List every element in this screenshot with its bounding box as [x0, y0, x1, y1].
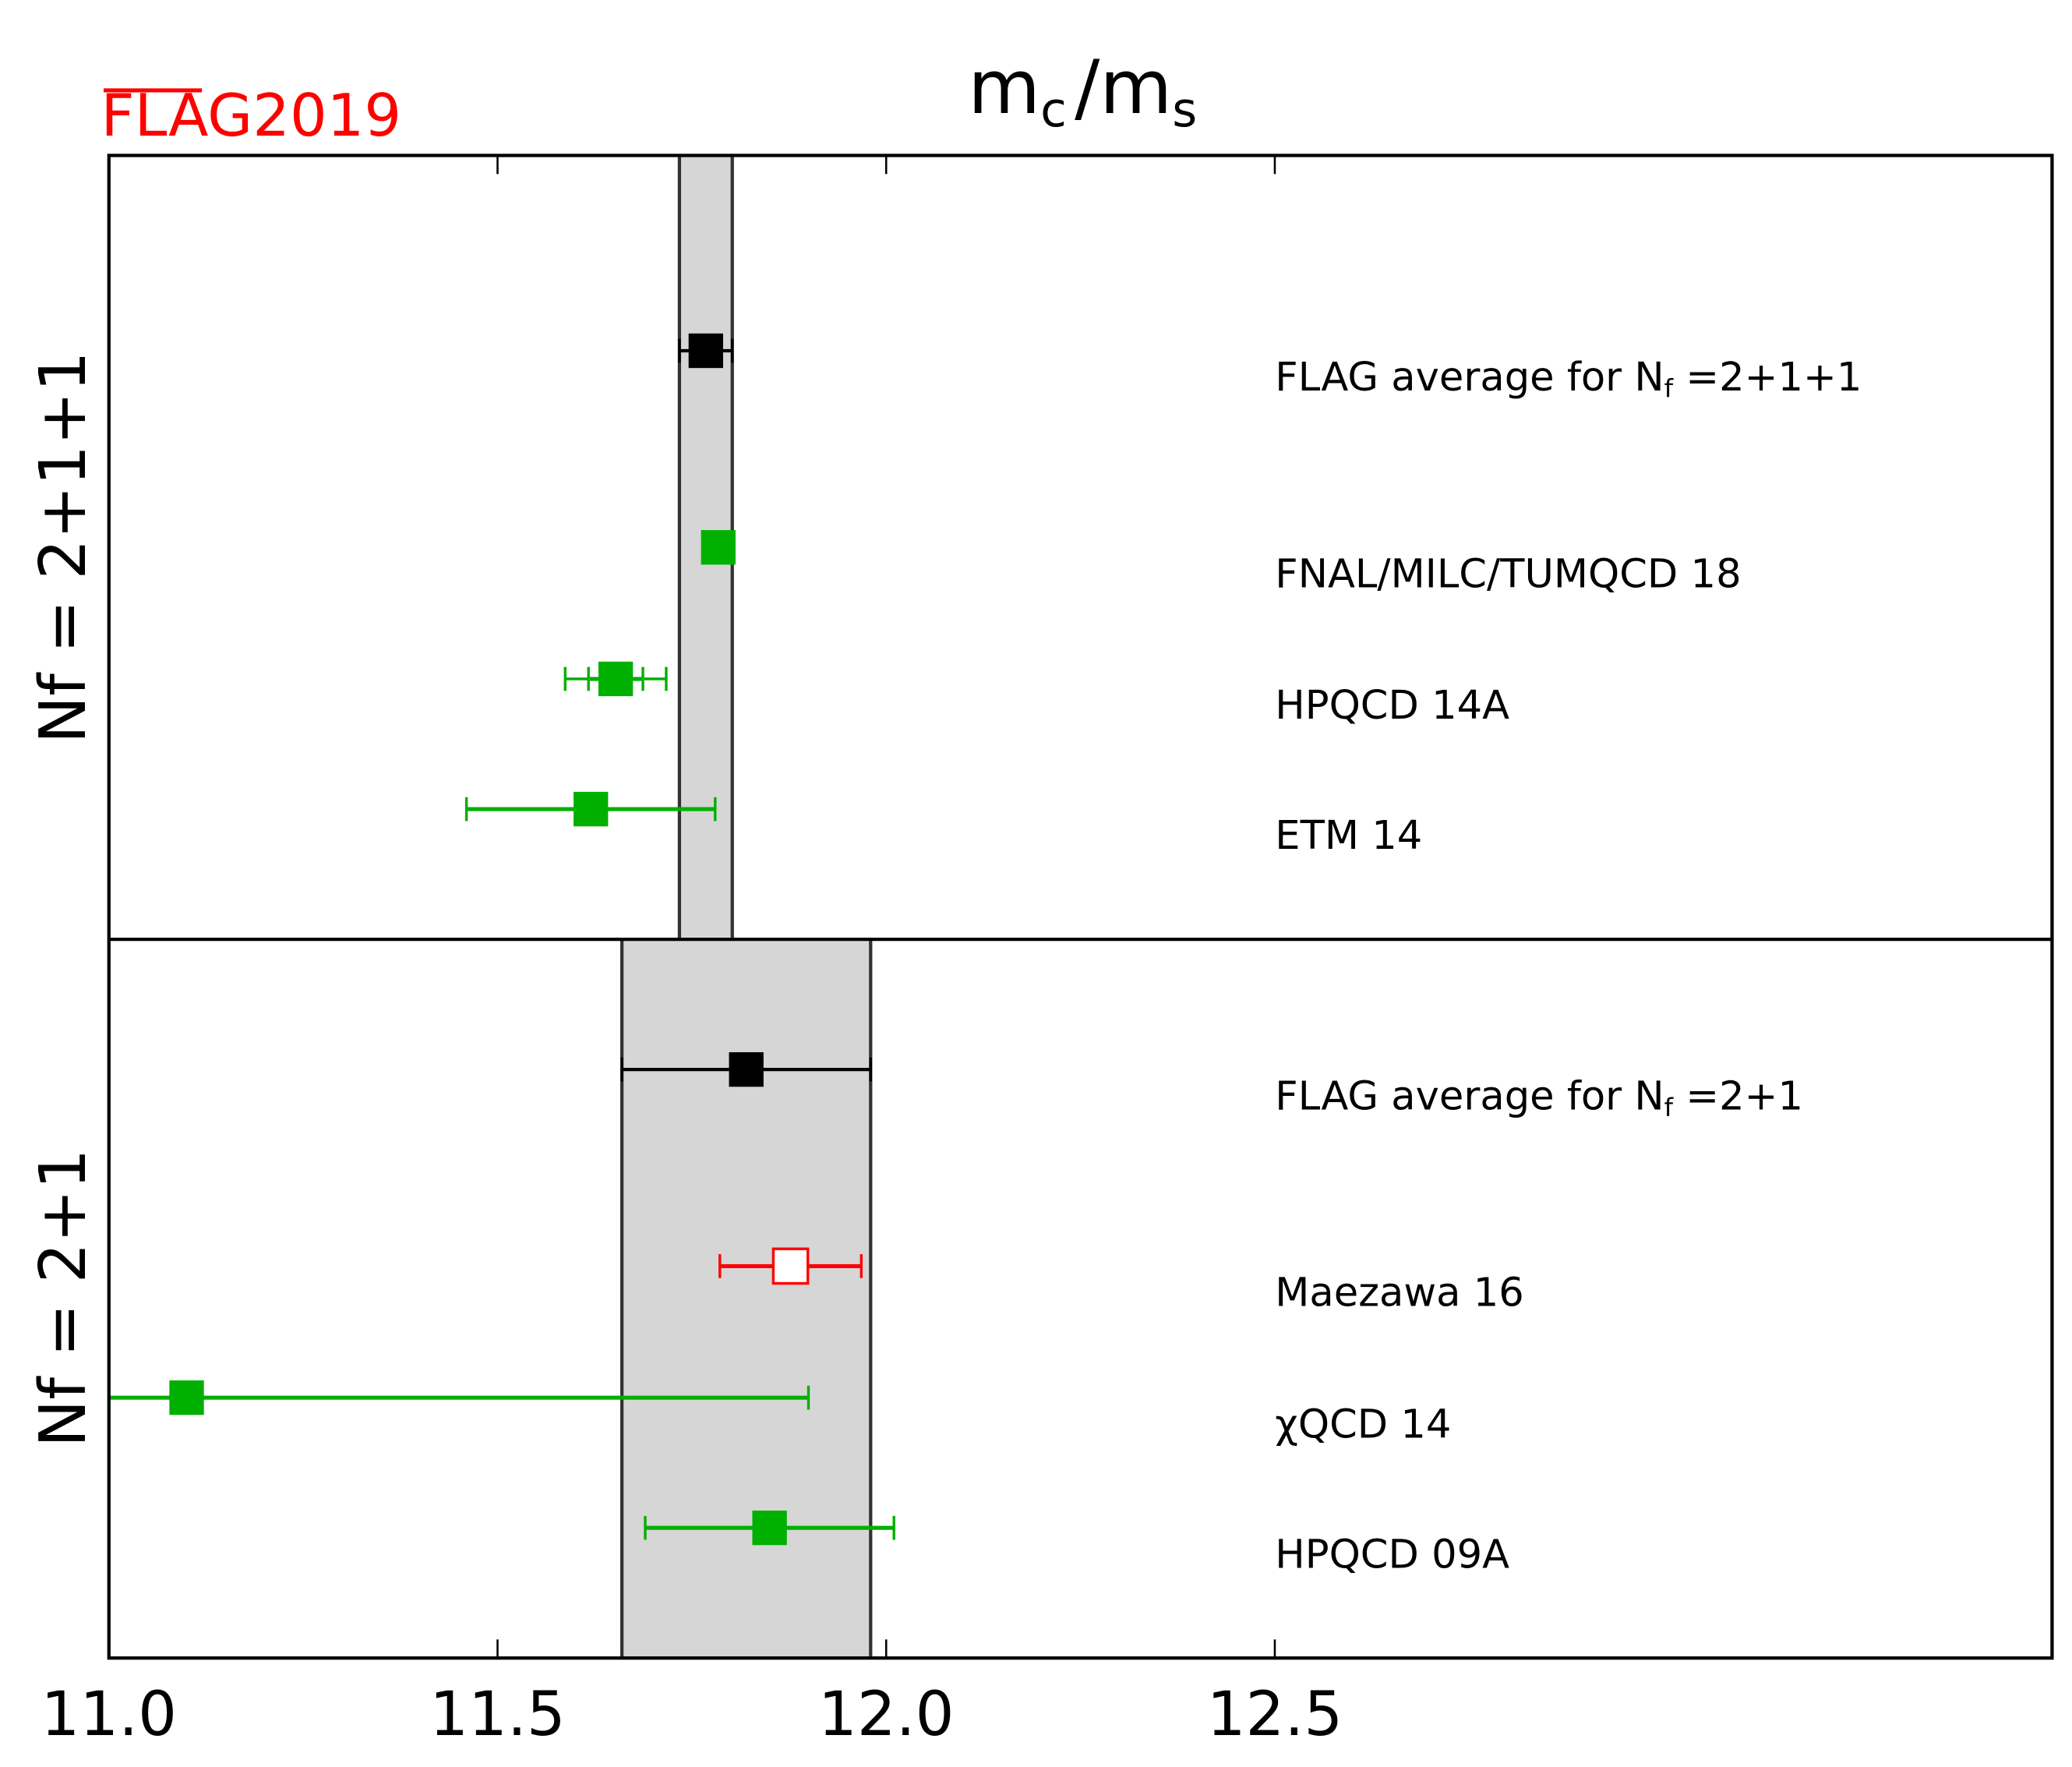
- data-point-group: χQCD 14: [108, 1380, 1451, 1447]
- label-sub: f: [1664, 1093, 1675, 1122]
- data-point-group: FLAG average for Nf =2+1: [620, 1051, 1803, 1122]
- data-point-group: ETM 14: [464, 791, 1422, 859]
- label-pre: FLAG average for N: [1275, 355, 1664, 401]
- entry-label: HPQCD 09A: [1275, 1532, 1509, 1578]
- data-point-marker: [598, 661, 634, 697]
- data-point-marker: [169, 1380, 204, 1415]
- data-point-group: HPQCD 14A: [563, 661, 1509, 729]
- chart-title: mc/ms: [968, 44, 1197, 138]
- label-post: =2+1+1: [1673, 355, 1862, 401]
- data-point-marker: [771, 1247, 810, 1285]
- data-point-group: Maezawa 16: [718, 1247, 1524, 1316]
- entry-label: FLAG average for Nf =2+1+1: [1275, 355, 1862, 404]
- panel-ylabel-nf3: Nf = 2+1: [26, 1149, 101, 1447]
- flag-logo: FLAG2019: [101, 81, 402, 150]
- panel-0: FLAG average for Nf =2+1+1 FNAL/MILC/TUMQ…: [464, 155, 1862, 940]
- data-point-group: HPQCD 09A: [644, 1511, 1509, 1578]
- plot-frame: [107, 154, 2054, 1660]
- x-tick-label: 11.5: [429, 1679, 566, 1750]
- data-point-marker: [729, 1051, 764, 1087]
- data-point-group: FNAL/MILC/TUMQCD 18: [701, 530, 1742, 597]
- entry-label: FLAG average for Nf =2+1: [1275, 1073, 1803, 1122]
- x-tick-label: 12.0: [818, 1679, 955, 1750]
- label-sub: f: [1664, 374, 1675, 404]
- entry-label: HPQCD 14A: [1275, 683, 1509, 729]
- label-pre: FLAG average for N: [1275, 1073, 1664, 1119]
- entry-label: Maezawa 16: [1275, 1270, 1524, 1316]
- x-tick-label: 12.5: [1207, 1679, 1343, 1750]
- entry-label: χQCD 14: [1275, 1401, 1451, 1447]
- data-point-marker: [752, 1511, 787, 1546]
- panel-ylabel-nf4: Nf = 2+1+1: [26, 351, 101, 744]
- data-point-marker: [688, 333, 723, 369]
- data-point-group: FLAG average for Nf =2+1+1: [678, 333, 1862, 404]
- entry-label: ETM 14: [1275, 813, 1422, 859]
- data-point-marker: [574, 791, 609, 827]
- logo-text: FLAG2019: [101, 81, 402, 150]
- average-band: [622, 939, 871, 1659]
- data-point-marker: [701, 530, 736, 565]
- x-tick-label: 11.0: [41, 1679, 177, 1750]
- entry-label: FNAL/MILC/TUMQCD 18: [1275, 551, 1741, 597]
- label-post: =2+1: [1673, 1073, 1803, 1119]
- panel-1: FLAG average for Nf =2+1 Maezawa 16 χQCD 1…: [108, 939, 1803, 1659]
